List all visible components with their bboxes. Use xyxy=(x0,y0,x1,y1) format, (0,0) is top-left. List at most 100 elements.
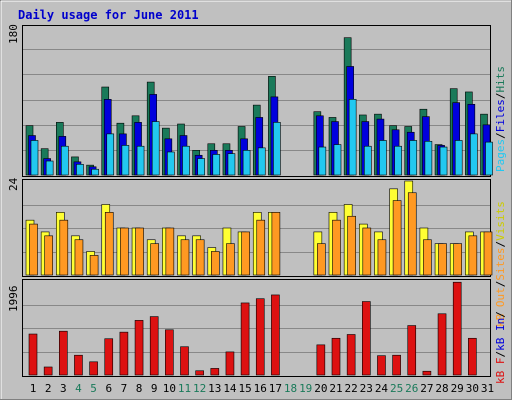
legend-sep-4: / xyxy=(494,241,507,248)
kbin-bar-26 xyxy=(407,325,417,376)
pages-bar-12 xyxy=(197,158,205,176)
kbin-bar-9 xyxy=(149,316,159,376)
legend-files: Files xyxy=(494,99,507,132)
pages-bar-21 xyxy=(333,144,342,176)
bars-layer xyxy=(25,37,493,376)
kbin-bar-12 xyxy=(195,370,204,376)
day-label-13: 13 xyxy=(208,382,221,395)
sites-bar-4 xyxy=(74,239,84,276)
kbin-bar-4 xyxy=(74,354,83,376)
kbin-bar-16 xyxy=(255,298,265,376)
sites-bar-23 xyxy=(362,227,372,276)
sites-bar-26 xyxy=(407,192,417,276)
kbin-bar-8 xyxy=(134,320,144,376)
legend-sep-5: / xyxy=(494,351,507,358)
kbin-bar-10 xyxy=(165,329,174,376)
pages-bar-7 xyxy=(121,145,130,176)
pages-bar-25 xyxy=(394,145,402,176)
kbin-bar-1 xyxy=(28,333,38,376)
kbin-bar-5 xyxy=(89,361,98,376)
day-label-10: 10 xyxy=(163,382,176,395)
kbin-bar-30 xyxy=(468,337,477,376)
kbin-bar-22 xyxy=(346,334,356,376)
day-label-14: 14 xyxy=(223,382,237,395)
sites-bar-10 xyxy=(165,227,175,276)
day-label-30: 30 xyxy=(466,382,479,395)
kbin-bar-14 xyxy=(225,351,235,376)
kbin-bar-21 xyxy=(331,337,341,376)
legend-visits: Visits xyxy=(494,201,507,241)
sites-bar-11 xyxy=(180,239,190,276)
day-label-2: 2 xyxy=(45,382,52,395)
day-label-4: 4 xyxy=(75,382,82,395)
day-label-18: 18 xyxy=(284,382,297,395)
kbin-bar-6 xyxy=(104,338,114,376)
legend-hits: Hits xyxy=(494,66,507,93)
pages-bar-17 xyxy=(273,122,281,176)
day-label-12: 12 xyxy=(193,382,206,395)
day-label-23: 23 xyxy=(360,382,373,395)
day-label-20: 20 xyxy=(314,382,327,395)
chart-title: Daily usage for June 2011 xyxy=(18,8,199,22)
pages-bar-9 xyxy=(151,121,160,176)
legend-pages: Pages xyxy=(494,139,507,172)
pages-bar-8 xyxy=(136,145,145,176)
sites-bar-15 xyxy=(241,231,250,276)
pages-bar-15 xyxy=(242,150,251,176)
kbin-bar-11 xyxy=(180,346,189,376)
kbin-bar-29 xyxy=(452,281,462,376)
sites-bar-12 xyxy=(195,239,205,276)
sites-bar-27 xyxy=(423,239,432,276)
sites-bar-2 xyxy=(44,235,53,276)
kbin-bar-20 xyxy=(316,344,326,376)
sites-bar-3 xyxy=(59,219,69,276)
day-label-31: 31 xyxy=(481,382,494,395)
day-label-19: 19 xyxy=(299,382,312,395)
day-label-17: 17 xyxy=(269,382,282,395)
sites-bar-16 xyxy=(256,219,266,276)
legend-sep-3: / xyxy=(494,281,507,288)
pages-bar-6 xyxy=(106,133,115,176)
legend-kbf: kB F xyxy=(494,358,507,385)
pages-bar-11 xyxy=(182,145,190,176)
day-label-11: 11 xyxy=(178,382,191,395)
pages-bar-10 xyxy=(167,151,175,176)
pages-bar-24 xyxy=(379,140,387,176)
middle-legend: kB Out/Sites/Visits xyxy=(494,201,507,327)
pages-bar-23 xyxy=(363,145,372,176)
sites-bar-9 xyxy=(150,243,159,276)
sites-bar-30 xyxy=(468,235,478,276)
pages-bar-13 xyxy=(212,154,221,176)
day-label-21: 21 xyxy=(329,382,342,395)
sites-bar-20 xyxy=(317,243,326,276)
day-label-29: 29 xyxy=(451,382,464,395)
sites-bar-14 xyxy=(226,243,235,276)
kbin-bar-23 xyxy=(361,301,371,376)
sites-bar-28 xyxy=(438,243,447,276)
top-scale-label: 180 xyxy=(7,24,20,44)
pages-bar-27 xyxy=(424,140,433,176)
sites-bar-17 xyxy=(271,212,281,276)
sites-bar-24 xyxy=(377,239,387,276)
sites-bar-5 xyxy=(89,255,99,276)
pages-bar-14 xyxy=(227,153,236,176)
sites-bar-29 xyxy=(453,243,463,276)
day-label-25: 25 xyxy=(390,382,403,395)
sites-bar-6 xyxy=(104,212,114,276)
kbin-bar-17 xyxy=(271,294,280,376)
day-label-5: 5 xyxy=(90,382,97,395)
kbin-bar-13 xyxy=(210,368,220,376)
bottom-legend: kB F/kB In/ xyxy=(494,311,507,384)
sites-bar-22 xyxy=(347,215,356,276)
legend-sep-6: / xyxy=(494,311,507,318)
kbin-bar-28 xyxy=(437,313,447,376)
legend-sites: Sites xyxy=(494,248,507,281)
middle-scale-label: 24 xyxy=(7,177,20,191)
pages-bar-2 xyxy=(45,160,54,176)
day-label-16: 16 xyxy=(254,382,267,395)
legend-sep-1: / xyxy=(494,132,507,139)
day-label-24: 24 xyxy=(375,382,389,395)
legend-sep-2: / xyxy=(494,93,507,100)
sites-bar-7 xyxy=(120,227,129,276)
